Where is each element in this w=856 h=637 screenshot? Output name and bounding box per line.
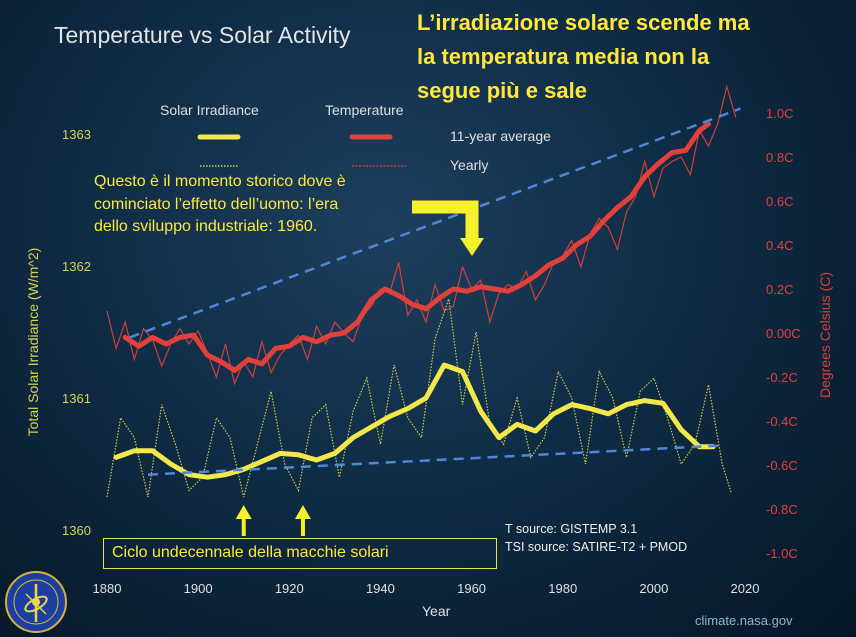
x-tick-label: 1960: [457, 581, 486, 596]
y-left-tick-label: 1362: [62, 259, 91, 274]
x-tick-label: 1900: [184, 581, 213, 596]
chart-title: Temperature vs Solar Activity: [54, 22, 351, 48]
temperature-yearly-line: [106, 84, 737, 386]
y-right-tick-label: -0.2C: [766, 370, 798, 385]
credit-link[interactable]: climate.nasa.gov: [695, 613, 793, 628]
x-tick-label: 2020: [731, 581, 760, 596]
y-right-tick-label: 0.4C: [766, 238, 793, 253]
solar-cycle-arrow-head: [294, 505, 311, 519]
y-right-tick-label: -0.4C: [766, 414, 798, 429]
x-tick-label: 1880: [93, 581, 122, 596]
y-right-tick-label: 1.0C: [766, 106, 793, 121]
legend-average-label: 11-year average: [450, 128, 551, 144]
callout-mid-line: dello sviluppo industriale: 1960.: [94, 218, 318, 235]
y-right-tick-label: 0.2C: [766, 282, 793, 297]
industrial-era-arrow: [412, 200, 479, 240]
y-left-tick-label: 1361: [62, 391, 91, 406]
y-right-tick-label: 0.6C: [766, 194, 793, 209]
callout-mid-line: Questo è il momento storico dove è: [94, 173, 346, 190]
callout-top-line: segue più e sale: [417, 78, 587, 103]
solar-trend-line: [147, 444, 723, 476]
x-tick-label: 1920: [275, 581, 304, 596]
y-right-tick-label: 0.8C: [766, 150, 793, 165]
callout-top-line: L’irradiazione solare scende ma: [417, 10, 750, 35]
y-right-tick-label: -1.0C: [766, 546, 798, 561]
callout-industrial: Questo è il momento storico dove è comin…: [94, 171, 346, 239]
temperature-average-line: [122, 121, 711, 373]
legend-yearly-label: Yearly: [450, 157, 489, 173]
x-tick-label: 1980: [548, 581, 577, 596]
callout-top-line: la temperatura media non la: [417, 44, 710, 69]
x-tick-label: 2000: [639, 581, 668, 596]
solar-yearly-line: [106, 298, 732, 498]
callout-mid-line: cominciato l’effetto dell’uomo: l’era: [94, 195, 339, 213]
temperature-source: T source: GISTEMP 3.1: [505, 522, 638, 536]
y-right-tick-label: 0.00C: [766, 326, 801, 341]
callout-top: L’irradiazione solare scende ma la tempe…: [417, 6, 750, 108]
temperature-trend-line: [129, 107, 741, 339]
solar-average-line: [113, 362, 716, 480]
y-axis-left-title: Total Solar Irradiance (W/m^2): [25, 247, 41, 437]
industrial-era-arrow-head: [460, 238, 484, 256]
y-right-tick-label: -0.8C: [766, 502, 798, 517]
callout-solar-cycle: Ciclo undecennale della macchie solari: [103, 538, 497, 569]
y-left-tick-label: 1360: [62, 523, 91, 538]
x-tick-label: 1940: [366, 581, 395, 596]
legend-temperature-label: Temperature: [325, 102, 404, 118]
observatory-logo-icon: [5, 571, 67, 633]
x-axis-title: Year: [422, 603, 451, 619]
y-left-tick-label: 1363: [62, 127, 91, 142]
y-right-tick-label: -0.6C: [766, 458, 798, 473]
legend-solar-label: Solar Irradiance: [160, 102, 259, 118]
y-axis-right-title: Degrees Celsius (C): [817, 271, 833, 399]
solar-cycle-arrow-head: [235, 505, 252, 519]
tsi-source: TSI source: SATIRE-T2 + PMOD: [505, 540, 688, 554]
